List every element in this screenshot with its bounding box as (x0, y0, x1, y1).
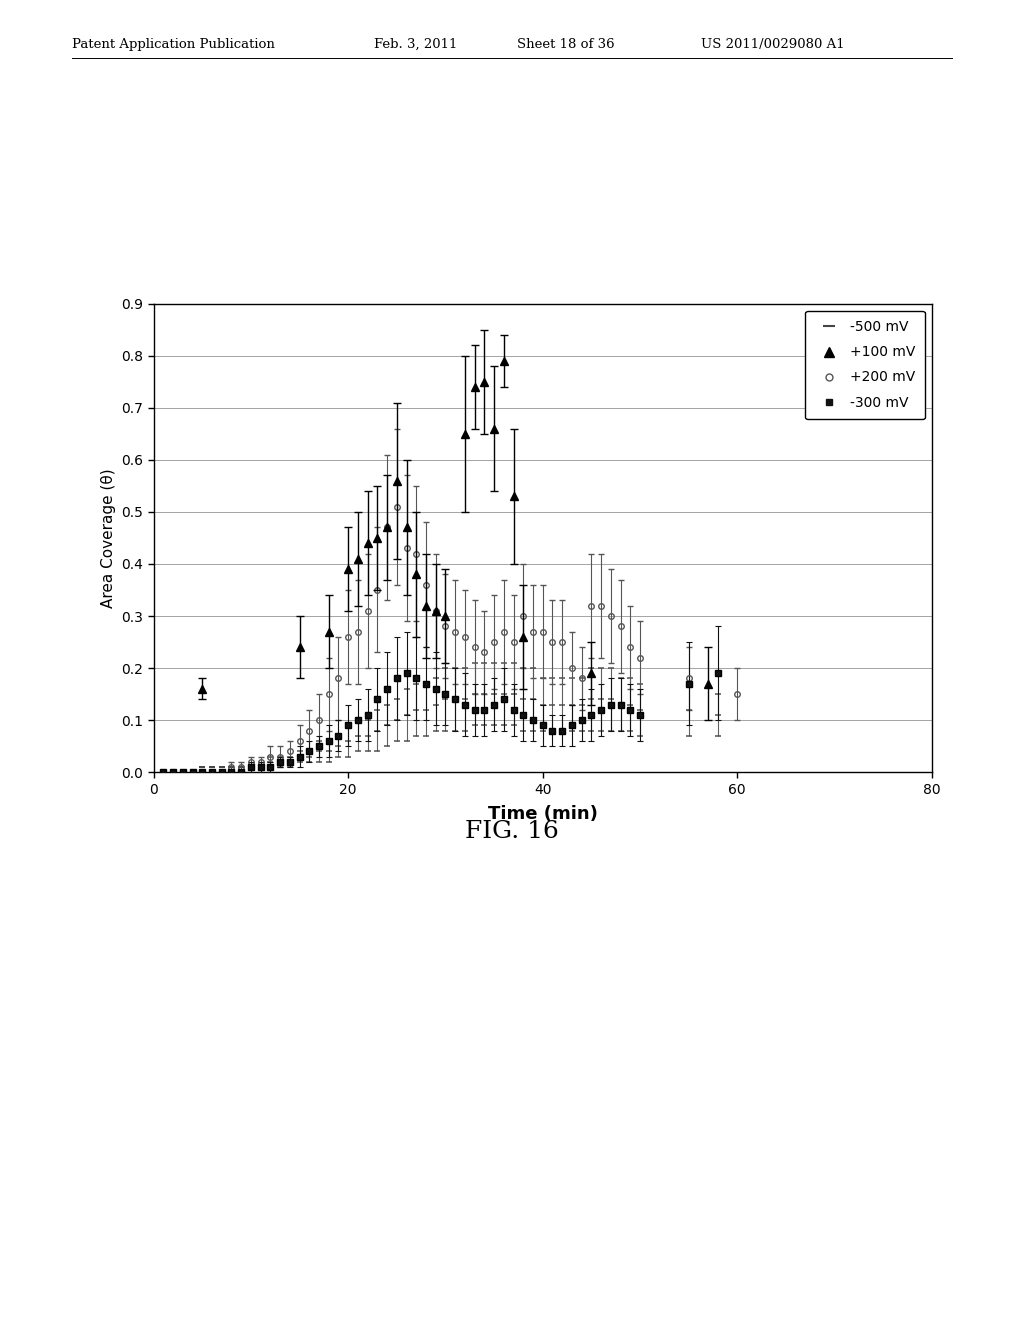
Text: US 2011/0029080 A1: US 2011/0029080 A1 (701, 37, 845, 50)
Text: FIG. 16: FIG. 16 (465, 820, 559, 843)
Text: Patent Application Publication: Patent Application Publication (72, 37, 274, 50)
X-axis label: Time (min): Time (min) (487, 805, 598, 822)
Y-axis label: Area Coverage (θ): Area Coverage (θ) (100, 469, 116, 607)
Legend: -500 mV, +100 mV, +200 mV, -300 mV: -500 mV, +100 mV, +200 mV, -300 mV (805, 310, 925, 420)
Text: Feb. 3, 2011: Feb. 3, 2011 (374, 37, 457, 50)
Text: Sheet 18 of 36: Sheet 18 of 36 (517, 37, 614, 50)
